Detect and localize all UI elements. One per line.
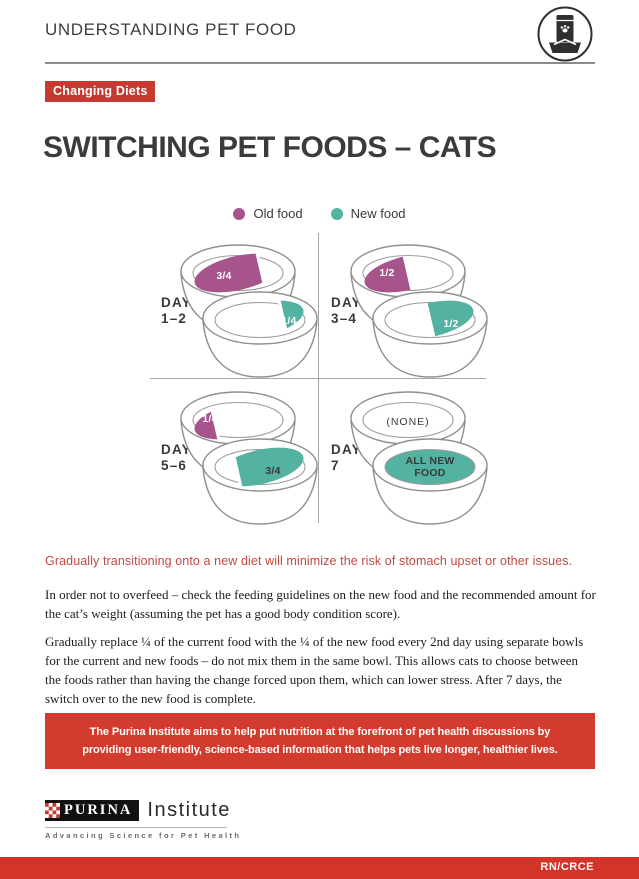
logo-divider [45,827,227,828]
legend-item-old-food: Old food [233,206,303,221]
svg-text:DAY: DAY [331,442,362,457]
svg-text:1/4: 1/4 [281,315,296,327]
purina-wordmark: PURINA [64,802,133,818]
svg-text:3–4: 3–4 [331,311,357,326]
header-title: UNDERSTANDING PET FOOD [45,20,297,39]
legend-new-label: New food [350,206,406,221]
svg-text:3/4: 3/4 [216,270,231,282]
institute-wordmark: Institute [147,799,231,821]
purina-checkerboard-icon [45,803,60,818]
svg-text:1/2: 1/2 [379,267,394,279]
changing-diets-badge: Changing Diets [45,81,156,102]
svg-text:7: 7 [331,458,340,473]
footer-bar: RN/CRCE [0,857,639,879]
svg-text:1/2: 1/2 [443,318,458,330]
header-divider [45,62,595,64]
purina-institute-banner: The Purina Institute aims to help put nu… [45,713,595,769]
page-title: SWITCHING PET FOODS – CATS [43,131,497,164]
legend-old-label: Old food [253,206,303,221]
footer-code: RN/CRCE [540,861,594,873]
banner-line-1: The Purina Institute aims to help put nu… [89,725,551,738]
svg-text:1–2: 1–2 [161,311,187,326]
banner-line-2: providing user-friendly, science-based i… [82,744,558,756]
svg-text:(NONE): (NONE) [386,416,429,428]
diagram-horizontal-divider [150,378,486,379]
svg-text:1/4: 1/4 [202,413,217,425]
pet-food-bag-bowl-icon [535,4,595,64]
highlight-sentence: Gradually transitioning onto a new diet … [45,554,573,568]
food-legend: Old food New food [0,206,639,221]
svg-text:FOOD: FOOD [414,467,445,479]
new-food-dot-icon [330,207,343,220]
bowl-transition-diagram: DAYS 1–2 3/4 1/4 DAYS 3–4 1/2 1/2 DAYS 5–6 1/4 3/… [148,231,488,525]
paragraph-replace: Gradually replace ¼ of the current food … [45,633,584,706]
old-food-dot-icon [233,207,246,220]
legend-item-new-food: New food [330,206,406,221]
svg-text:ALL NEW: ALL NEW [405,455,454,467]
purina-logo-box: PURINA [45,800,140,821]
logo-tagline: Advancing Science for Pet Health [45,831,242,840]
purina-institute-logo: PURINA Institute Advancing Science for P… [45,799,275,840]
svg-text:3/4: 3/4 [265,465,280,477]
paragraph-overfeed: In order not to overfeed – check the fee… [45,587,596,621]
svg-text:5–6: 5–6 [161,458,187,473]
